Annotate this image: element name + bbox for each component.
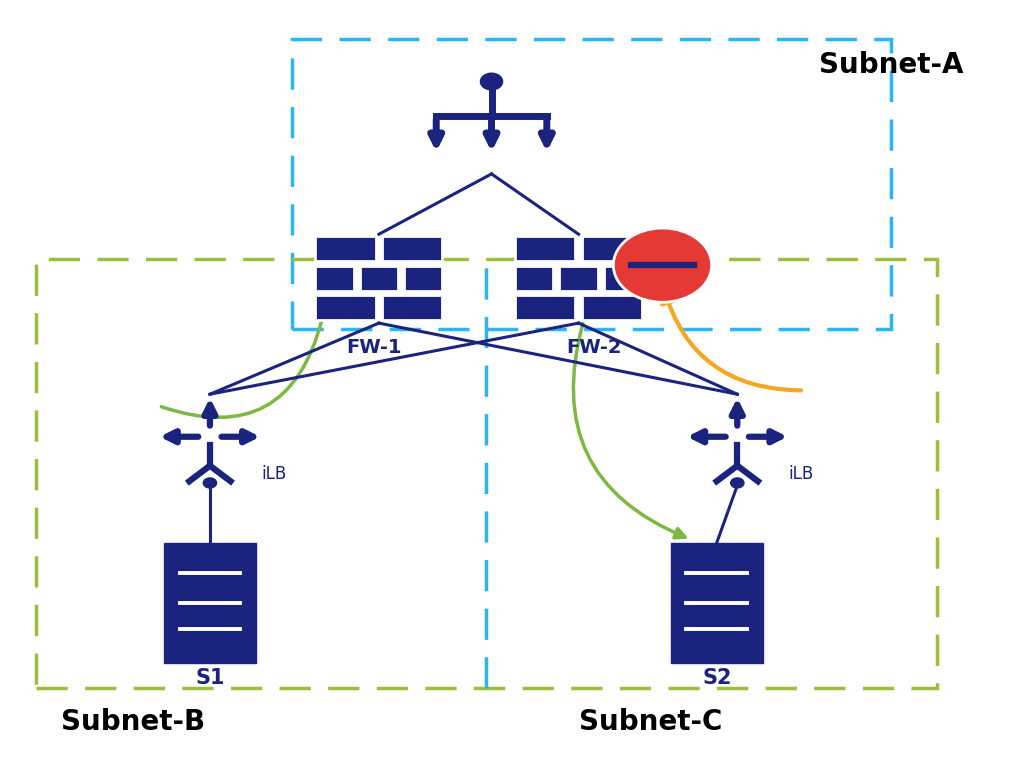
FancyBboxPatch shape bbox=[515, 266, 553, 291]
FancyBboxPatch shape bbox=[382, 295, 442, 320]
FancyBboxPatch shape bbox=[315, 295, 376, 320]
Circle shape bbox=[731, 478, 743, 488]
Text: iLB: iLB bbox=[261, 465, 287, 483]
FancyBboxPatch shape bbox=[582, 236, 642, 261]
FancyBboxPatch shape bbox=[582, 295, 642, 320]
FancyBboxPatch shape bbox=[404, 266, 442, 291]
Text: FW-1: FW-1 bbox=[346, 339, 401, 357]
Circle shape bbox=[204, 478, 216, 488]
Text: iLB: iLB bbox=[788, 465, 814, 483]
Text: FW-2: FW-2 bbox=[566, 339, 622, 357]
Circle shape bbox=[480, 73, 503, 90]
FancyBboxPatch shape bbox=[515, 236, 575, 261]
FancyBboxPatch shape bbox=[315, 266, 353, 291]
Text: Subnet-A: Subnet-A bbox=[819, 52, 964, 80]
FancyBboxPatch shape bbox=[382, 236, 442, 261]
FancyBboxPatch shape bbox=[515, 295, 575, 320]
FancyBboxPatch shape bbox=[604, 266, 642, 291]
Text: S2: S2 bbox=[702, 668, 731, 688]
Text: Subnet-B: Subnet-B bbox=[61, 709, 206, 737]
FancyBboxPatch shape bbox=[559, 266, 598, 291]
Text: S1: S1 bbox=[196, 668, 224, 688]
Text: Subnet-C: Subnet-C bbox=[579, 709, 722, 737]
FancyBboxPatch shape bbox=[164, 543, 256, 662]
FancyBboxPatch shape bbox=[671, 543, 763, 662]
FancyBboxPatch shape bbox=[315, 236, 376, 261]
Circle shape bbox=[613, 228, 712, 302]
FancyBboxPatch shape bbox=[359, 266, 398, 291]
